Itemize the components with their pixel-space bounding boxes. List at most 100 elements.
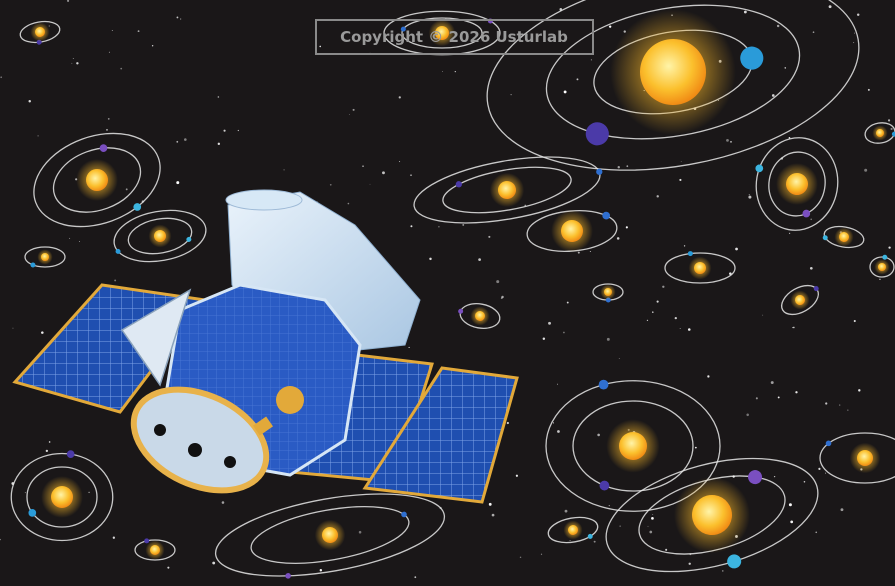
planet	[826, 441, 832, 447]
page: Copyright © 2026 Usturlab (() => { const…	[0, 0, 895, 586]
star	[409, 347, 410, 348]
star	[648, 526, 649, 527]
star	[829, 5, 832, 8]
star	[46, 450, 48, 452]
star	[71, 63, 72, 64]
star	[49, 441, 51, 443]
star	[13, 328, 14, 329]
star	[810, 267, 813, 270]
star	[507, 422, 509, 424]
star	[348, 203, 350, 205]
star	[114, 279, 116, 281]
star	[578, 252, 580, 254]
star	[651, 517, 654, 520]
star	[284, 169, 285, 170]
star	[652, 311, 654, 313]
gold-detail	[276, 386, 304, 414]
star	[609, 25, 611, 27]
planet	[688, 251, 693, 256]
star	[462, 224, 464, 226]
planet	[30, 262, 35, 267]
star	[688, 328, 691, 331]
star	[657, 301, 659, 303]
watermark-text: Copyright © 2026 Usturlab	[340, 28, 568, 46]
star	[680, 328, 681, 329]
planet	[599, 380, 609, 390]
star	[749, 194, 750, 195]
star	[79, 241, 80, 242]
star	[847, 410, 848, 411]
star	[88, 492, 89, 493]
sun	[878, 263, 886, 271]
star	[73, 58, 74, 59]
star	[113, 537, 115, 539]
star	[777, 25, 779, 27]
star	[810, 218, 812, 220]
star	[618, 166, 620, 168]
star	[489, 503, 492, 506]
star	[772, 94, 775, 97]
star	[853, 42, 854, 43]
star	[771, 381, 774, 384]
star	[707, 375, 709, 377]
star	[854, 320, 856, 322]
planet	[144, 538, 149, 543]
star	[218, 96, 220, 98]
camera-lens	[154, 424, 166, 436]
star	[839, 405, 840, 406]
star	[647, 320, 648, 321]
star	[76, 62, 78, 64]
star	[557, 430, 560, 433]
star	[319, 46, 321, 48]
star	[662, 286, 664, 288]
star	[744, 11, 747, 14]
star	[223, 130, 225, 132]
star	[414, 576, 416, 578]
star	[109, 52, 110, 53]
star	[25, 492, 26, 493]
star	[609, 505, 610, 506]
star	[626, 226, 628, 228]
star	[520, 557, 521, 558]
star	[106, 129, 108, 131]
star	[891, 128, 893, 130]
star	[626, 165, 628, 167]
star	[330, 184, 332, 186]
star	[679, 179, 681, 181]
planet	[600, 481, 610, 491]
star	[591, 59, 592, 60]
star	[399, 161, 400, 162]
star	[665, 549, 667, 551]
star	[37, 135, 38, 136]
star	[818, 468, 820, 470]
star	[41, 331, 44, 334]
star	[212, 562, 215, 565]
sun	[150, 545, 160, 555]
star	[815, 531, 817, 533]
star	[684, 245, 685, 246]
star	[858, 389, 860, 391]
star	[69, 238, 70, 239]
star	[868, 89, 870, 91]
star	[382, 171, 385, 174]
star	[541, 554, 542, 555]
star	[557, 384, 558, 385]
star	[543, 338, 545, 340]
star	[726, 139, 729, 142]
star	[888, 119, 890, 121]
star	[563, 332, 565, 334]
star	[478, 258, 481, 261]
star	[789, 503, 792, 506]
star	[774, 476, 775, 477]
star	[567, 302, 569, 304]
star	[180, 18, 181, 19]
star	[652, 514, 653, 515]
star	[657, 195, 659, 197]
star	[825, 473, 826, 474]
star	[730, 141, 732, 143]
star	[177, 17, 179, 19]
cone-rim	[226, 190, 302, 210]
star	[138, 30, 140, 32]
star	[597, 434, 600, 437]
star	[152, 45, 153, 46]
